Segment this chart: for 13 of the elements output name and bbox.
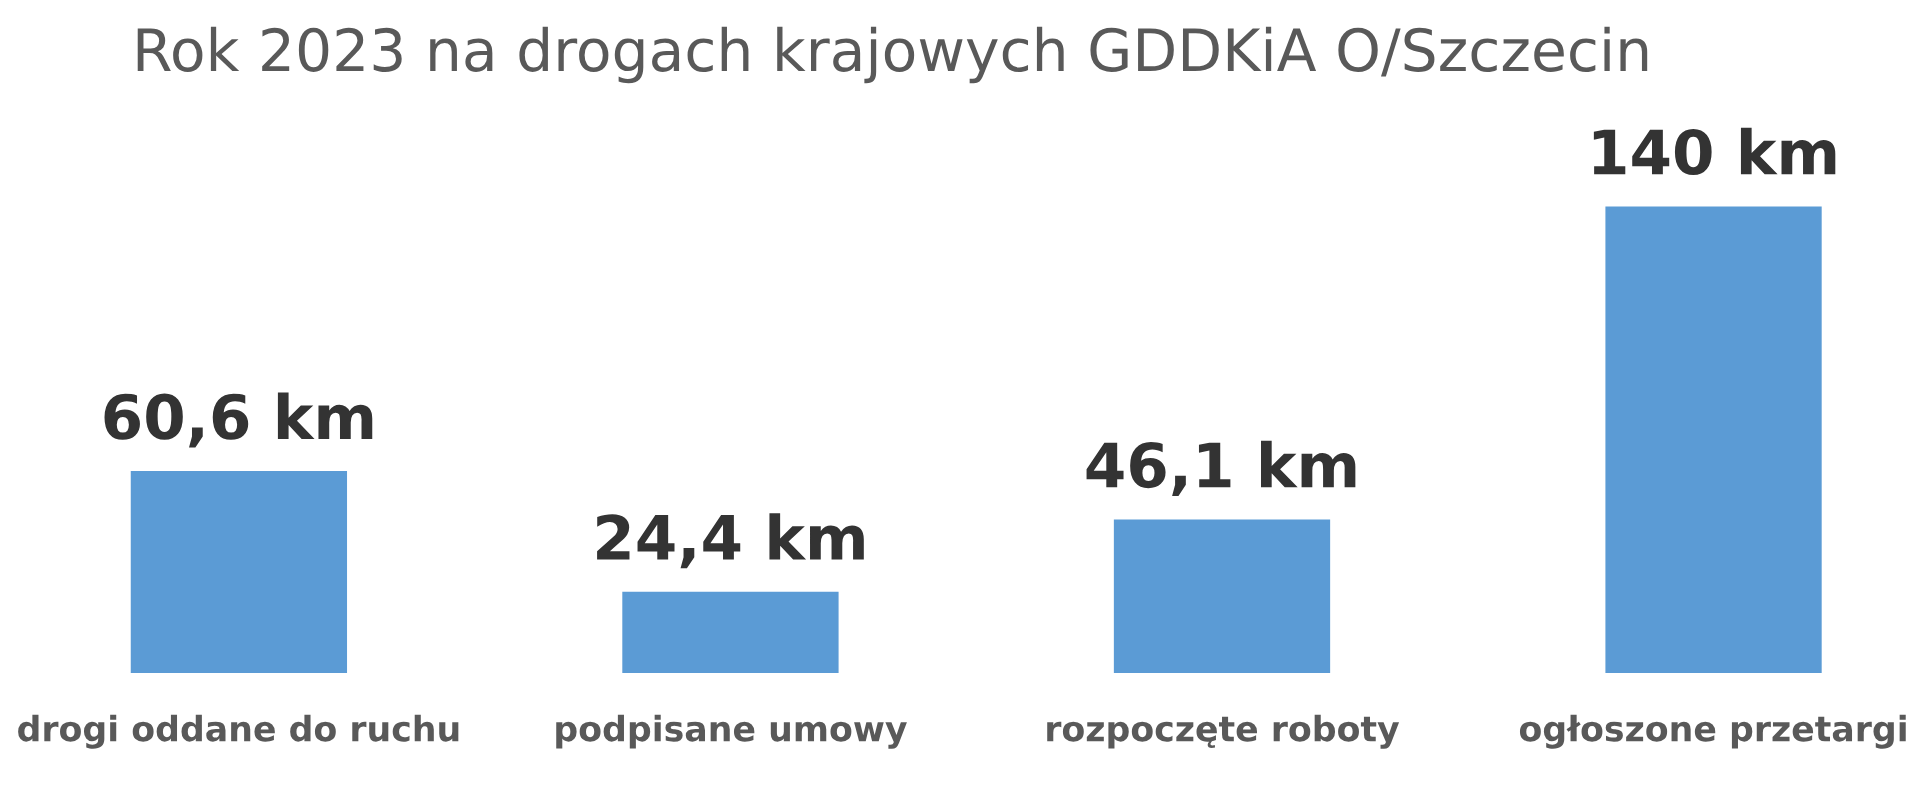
x-tick-label: drogi oddane do ruchu xyxy=(18,714,459,749)
data-label: 140 km xyxy=(1593,127,1836,176)
data-label: 24,4 km xyxy=(597,513,864,569)
x-tick-label: rozpoczęte roboty xyxy=(1047,714,1400,749)
data-label: 60,6 km xyxy=(104,392,373,448)
x-tick-label: podpisane umowy xyxy=(556,714,907,749)
bar xyxy=(622,591,839,674)
chart-title: Rok 2023 na drogach krajowych GDDKiA O/Szczecin xyxy=(137,26,1648,84)
x-tick-label: ogłoszone przetargi xyxy=(1519,714,1906,749)
bar xyxy=(1113,519,1331,674)
bar xyxy=(1605,206,1822,674)
data-label: 46,1 km xyxy=(1086,440,1356,496)
bar xyxy=(130,471,348,674)
